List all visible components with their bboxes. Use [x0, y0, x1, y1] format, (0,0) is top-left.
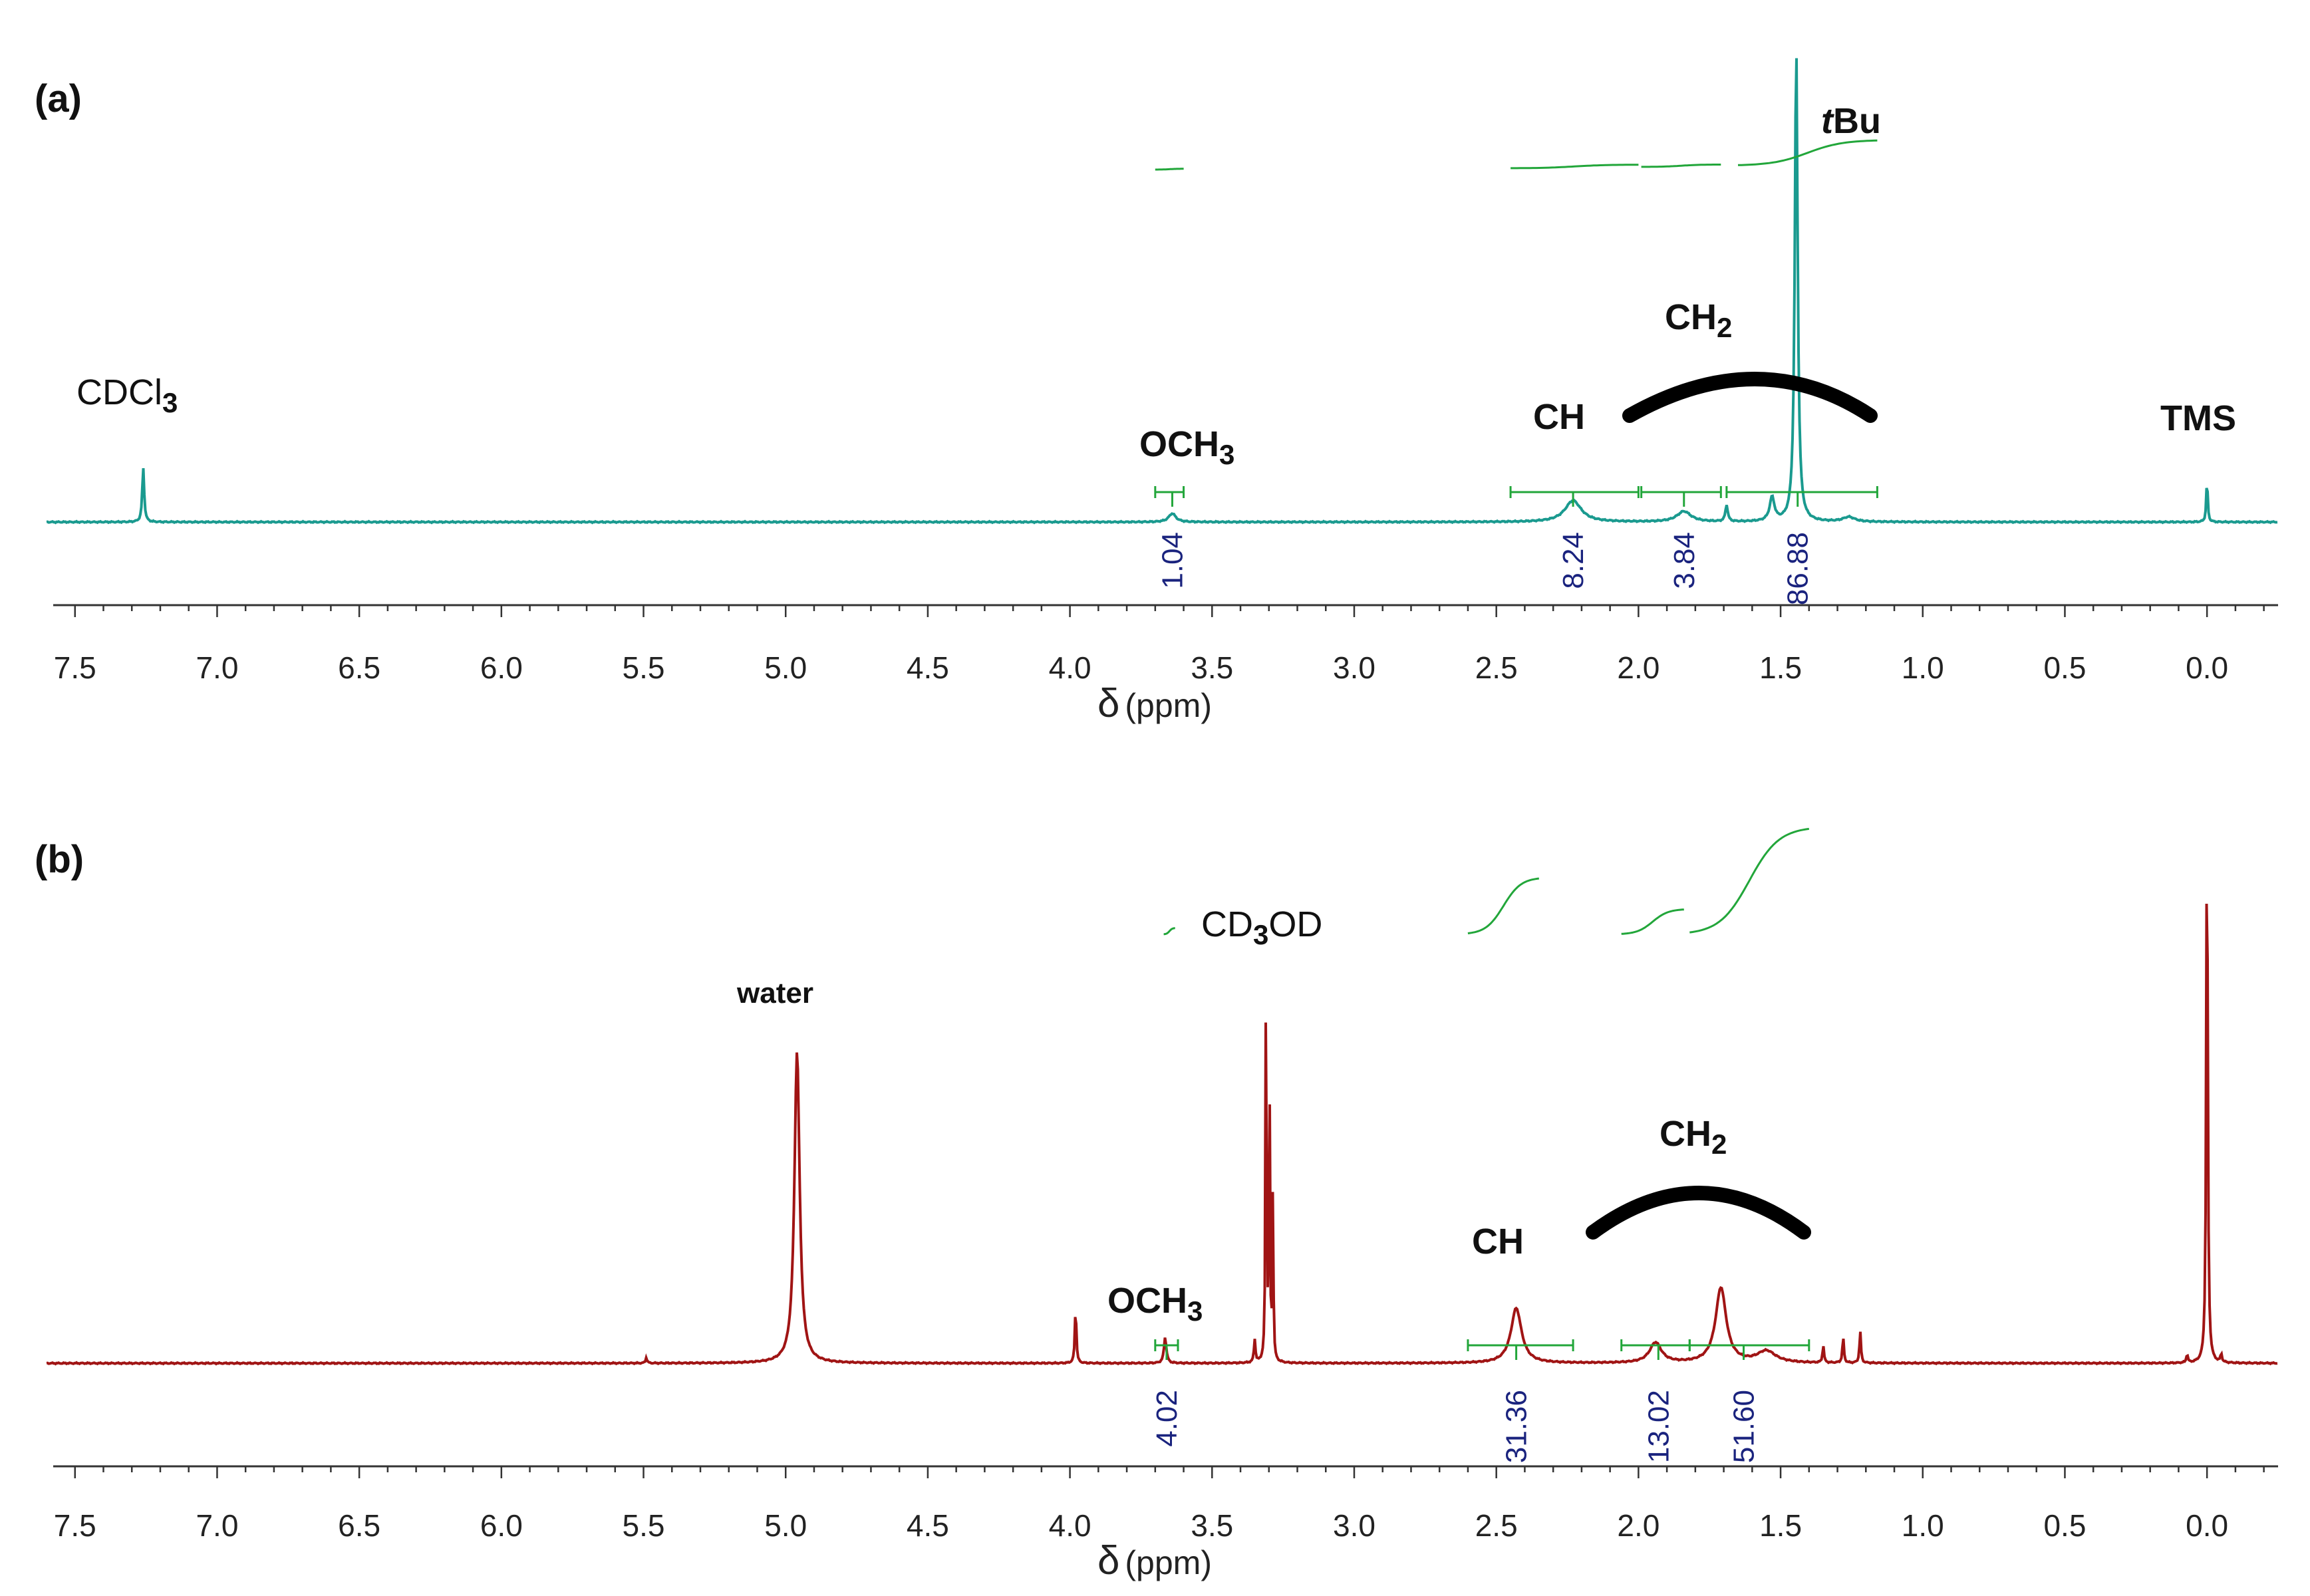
- tick-label: 0.5: [2043, 650, 2086, 685]
- integral-curves-a: [1155, 139, 1878, 171]
- tick-label: 0.0: [2186, 650, 2228, 685]
- tick-label: 2.0: [1617, 650, 1660, 685]
- x-axis-b: 7.5 7.0 6.5 6.0 5.5 5.0 4.5 4.0 3.5 3.0 2.5 2.0 1.5 1…: [53, 1465, 2278, 1543]
- integral-curve: [1737, 139, 1878, 166]
- spectrum-a-trace: [46, 58, 2278, 525]
- tick-label: 6.0: [480, 1508, 523, 1543]
- tick-label: 3.5: [1191, 650, 1233, 685]
- tick-label: 1.0: [1902, 1508, 1944, 1543]
- integral-curve: [1621, 908, 1684, 935]
- ch-label-b: CH: [1472, 1222, 1524, 1262]
- water-label-b: water: [736, 977, 813, 1009]
- tick-label: 0.5: [2043, 1508, 2086, 1543]
- ch2-arc-a: [1622, 372, 1878, 423]
- tick-label: 4.5: [907, 1508, 949, 1543]
- integral-curve: [1641, 164, 1721, 168]
- integral-value: 1.04: [1156, 532, 1189, 589]
- tick-label: 4.5: [907, 650, 949, 685]
- tbu-label-a: tBu: [1821, 101, 1881, 141]
- x-axis-title-b: δ (ppm): [1097, 1538, 1212, 1583]
- integral-curve: [1155, 168, 1184, 171]
- tick-label: 6.5: [338, 1508, 380, 1543]
- tick-label: 5.0: [764, 650, 807, 685]
- tick-label: 7.0: [196, 1508, 238, 1543]
- panel-a-spectrum: (a) 1.04 8.24 3.84 86.88 CDCl3 OCH3 CH CH2 …: [35, 58, 2278, 726]
- tick-label: 5.5: [623, 650, 665, 685]
- tick-label: 2.5: [1475, 1508, 1518, 1543]
- tick-label: 7.0: [196, 650, 238, 685]
- integral-value: 4.02: [1151, 1390, 1183, 1447]
- x-axis-a: 7.5 7.0 6.5 6.0 5.5 5.0 4.5 4.0 3.5 3.0 2.5 2.0 1.5 1…: [53, 604, 2278, 685]
- tick-label: 0.0: [2186, 1508, 2228, 1543]
- x-axis-title-a: δ (ppm): [1097, 681, 1212, 726]
- integral-value: 86.88: [1782, 532, 1814, 605]
- ch2-label-b: CH2: [1660, 1114, 1727, 1160]
- tick-label: 3.0: [1333, 1508, 1375, 1543]
- tick-label: 3.5: [1191, 1508, 1233, 1543]
- integral-curve: [1163, 927, 1175, 936]
- tick-label: 2.5: [1475, 650, 1518, 685]
- tick-label: 1.5: [1759, 1508, 1802, 1543]
- tick-label: 3.0: [1333, 650, 1375, 685]
- ch2-label-a: CH2: [1665, 297, 1732, 343]
- integral-curves-b: [1163, 827, 1809, 936]
- ch-label-a: CH: [1533, 397, 1585, 437]
- ch2-arc-b: [1586, 1186, 1811, 1240]
- panel-a-label: (a): [35, 77, 82, 120]
- integral-value: 8.24: [1557, 532, 1590, 589]
- tick-label: 4.0: [1049, 1508, 1091, 1543]
- integral-value: 31.36: [1501, 1390, 1533, 1463]
- tick-label: 1.5: [1759, 650, 1802, 685]
- tick-label: 2.0: [1617, 1508, 1660, 1543]
- integrals-b: 4.02 31.36 13.02 51.60: [1151, 1339, 1810, 1463]
- solvent-label-a: CDCl3: [76, 372, 178, 418]
- tick-label: 7.5: [54, 650, 96, 685]
- tick-label: 6.5: [338, 650, 380, 685]
- tick-label: 5.0: [764, 1508, 807, 1543]
- tick-label: 5.5: [623, 1508, 665, 1543]
- integral-value: 3.84: [1668, 532, 1701, 589]
- panel-b-label: (b): [35, 838, 84, 881]
- och3-label-a: OCH3: [1139, 424, 1234, 470]
- tick-label: 7.5: [54, 1508, 96, 1543]
- panel-b-spectrum: (b) 4.02 31.36 13.02 51.60 CD3OD water OCH3…: [35, 827, 2278, 1583]
- integral-value: 51.60: [1728, 1390, 1761, 1463]
- tms-label-a: TMS: [2160, 398, 2236, 438]
- tick-label: 6.0: [480, 650, 523, 685]
- tick-label: 1.0: [1902, 650, 1944, 685]
- integral-value: 13.02: [1642, 1390, 1675, 1463]
- integral-curve: [1511, 164, 1639, 170]
- tick-label: 4.0: [1049, 650, 1091, 685]
- integrals-a: 1.04 8.24 3.84 86.88: [1154, 486, 1878, 605]
- och3-label-b: OCH3: [1107, 1281, 1203, 1327]
- solvent-label-b: CD3OD: [1201, 904, 1322, 950]
- spectrum-b-trace: [46, 903, 2278, 1366]
- integral-curve: [1689, 827, 1809, 934]
- integral-curve: [1467, 877, 1540, 934]
